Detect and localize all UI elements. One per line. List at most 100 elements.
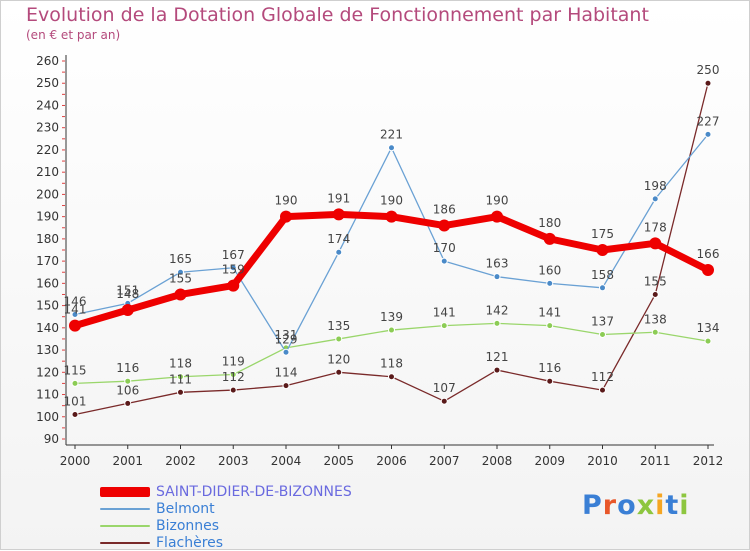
y-tick-label: 240: [36, 98, 59, 112]
x-tick-label: 2011: [640, 454, 671, 468]
data-point: [704, 130, 712, 138]
data-point: [493, 273, 501, 281]
data-label: 155: [169, 271, 192, 285]
data-label: 129: [275, 332, 298, 346]
data-point: [69, 319, 81, 332]
data-label: 191: [327, 191, 350, 205]
data-point: [546, 377, 554, 385]
legend-label: Bizonnes: [156, 517, 220, 534]
y-tick-label: 100: [36, 410, 59, 424]
data-label: 190: [486, 194, 509, 208]
data-label: 116: [116, 361, 139, 375]
data-point: [124, 377, 132, 385]
data-point: [229, 386, 237, 394]
data-label: 139: [380, 310, 403, 324]
y-tick-label: 250: [36, 76, 59, 90]
data-point: [493, 319, 501, 327]
data-point: [332, 208, 345, 221]
data-point: [335, 368, 343, 376]
data-label: 106: [116, 383, 139, 397]
data-point: [282, 382, 290, 390]
legend-swatch: [100, 541, 150, 544]
legend-swatch: [100, 507, 150, 510]
data-label: 135: [327, 319, 350, 333]
data-point: [546, 279, 554, 287]
data-point: [71, 310, 79, 318]
data-label: 138: [644, 312, 667, 326]
logo-letter: P: [582, 490, 603, 521]
data-label: 180: [538, 216, 561, 230]
data-point: [71, 379, 79, 387]
y-tick-label: 190: [36, 210, 59, 224]
x-tick-label: 2001: [112, 454, 143, 468]
x-tick-label: 2005: [323, 454, 354, 468]
data-point: [651, 195, 659, 203]
data-label: 151: [116, 283, 139, 297]
data-label: 158: [591, 268, 614, 282]
y-tick-label: 260: [36, 54, 59, 68]
y-tick-label: 120: [36, 365, 59, 379]
chart-subtitle: (en € et par an): [26, 28, 121, 42]
data-label: 186: [433, 203, 456, 217]
data-point: [493, 366, 501, 374]
data-point: [704, 337, 712, 345]
x-tick-label: 2010: [587, 454, 618, 468]
y-tick-label: 200: [36, 187, 59, 201]
logo-letter: x: [636, 490, 656, 521]
data-point: [649, 237, 662, 250]
data-point: [280, 210, 292, 223]
data-point: [491, 210, 503, 223]
data-label: 131: [275, 328, 298, 342]
data-label: 115: [64, 363, 87, 377]
data-point: [335, 248, 343, 256]
data-label: 165: [169, 252, 192, 266]
logo-letter: t: [665, 490, 680, 521]
data-label: 174: [327, 232, 350, 246]
logo-letter: i: [655, 490, 666, 521]
legend-label: Flachères: [156, 534, 224, 551]
data-point: [599, 386, 606, 394]
data-point: [229, 371, 237, 379]
data-label: 160: [538, 263, 561, 277]
legend-item: Bizonnes: [100, 517, 352, 534]
x-tick-label: 2002: [165, 454, 196, 468]
legend-item: Belmont: [100, 500, 352, 517]
y-tick-label: 150: [36, 299, 59, 313]
data-label: 141: [433, 306, 456, 320]
data-label: 227: [697, 114, 720, 128]
data-point: [704, 79, 712, 87]
data-label: 190: [275, 194, 298, 208]
data-label: 121: [486, 350, 509, 364]
y-tick-label: 160: [36, 276, 59, 290]
data-point: [282, 348, 290, 356]
value-labels: 101 106 111 112 114 120 118 107 121 116 112 155 250 1…: [64, 63, 720, 408]
data-label: 198: [644, 179, 667, 193]
data-label: 107: [433, 381, 456, 395]
data-label: 163: [486, 257, 509, 271]
data-point: [599, 284, 606, 292]
data-label: 120: [327, 352, 350, 366]
data-label: 112: [591, 370, 614, 384]
data-point: [388, 326, 395, 334]
legend-label: SAINT-DIDIER-DE-BIZONNES: [156, 483, 352, 500]
data-point: [174, 288, 187, 301]
data-label: 141: [64, 303, 87, 317]
data-point: [229, 264, 237, 272]
y-tick-label: 90: [44, 432, 59, 446]
y-tick-label: 180: [36, 232, 59, 246]
legend-item: SAINT-DIDIER-DE-BIZONNES: [100, 483, 352, 500]
legend-item: Flachères: [100, 534, 352, 551]
data-point: [71, 411, 79, 419]
legend-label: Belmont: [156, 500, 215, 517]
y-tick-label: 130: [36, 343, 59, 357]
data-label: 155: [644, 274, 667, 288]
data-label: 250: [697, 63, 720, 77]
y-tick-label: 170: [36, 254, 59, 268]
y-tick-label: 230: [36, 121, 59, 135]
x-tick-label: 2012: [693, 454, 724, 468]
data-label: 141: [538, 306, 561, 320]
data-label: 221: [380, 128, 403, 142]
x-tick-label: 2009: [534, 454, 565, 468]
